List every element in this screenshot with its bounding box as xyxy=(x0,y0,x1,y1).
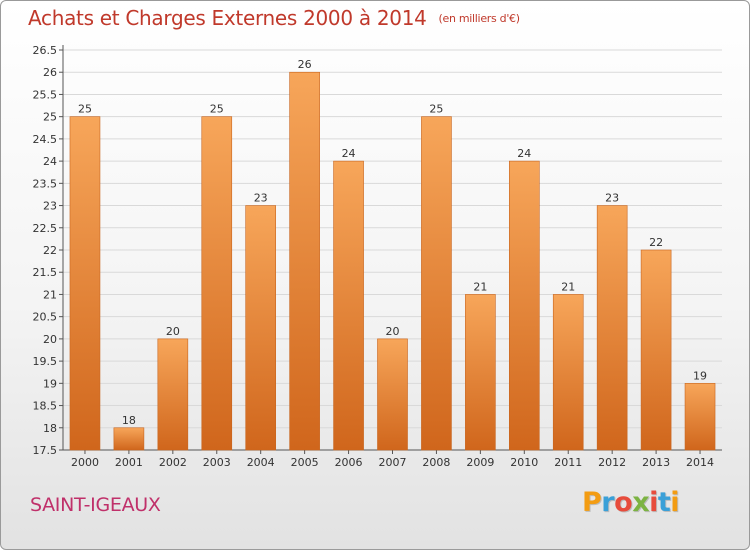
y-tick-label: 22 xyxy=(43,244,57,257)
x-tick-label: 2006 xyxy=(335,456,363,469)
y-tick-label: 19 xyxy=(43,377,57,390)
bar-2002 xyxy=(157,338,189,451)
bar-value-label: 23 xyxy=(605,192,619,205)
bar-value-label: 25 xyxy=(210,103,224,116)
x-tick-label: 2014 xyxy=(686,456,714,469)
bar-2005 xyxy=(289,71,320,451)
x-tick-label: 2001 xyxy=(115,456,143,469)
bar-2009 xyxy=(465,294,496,451)
bar-value-label: 24 xyxy=(342,147,356,160)
y-tick-label: 25 xyxy=(43,111,57,124)
bar-2000 xyxy=(69,116,101,451)
y-tick-label: 24.5 xyxy=(33,133,58,146)
x-tick-label: 2000 xyxy=(71,456,99,469)
logo-letter: i xyxy=(670,487,680,518)
bar-value-label: 23 xyxy=(254,192,268,205)
bar-value-label: 26 xyxy=(298,58,312,71)
x-tick-label: 2003 xyxy=(203,456,231,469)
y-tick-label: 25.5 xyxy=(33,88,58,101)
logo-letter: P xyxy=(582,487,602,518)
axes: 17.5 18 18.5 19 19.5 20 20.5 21 21.5 22 22.5 23 23.5… xyxy=(33,44,722,469)
y-tick-label: 17.5 xyxy=(33,444,58,457)
logo-letter: t xyxy=(657,487,671,518)
bar-value-label: 24 xyxy=(517,147,531,160)
bar-2008 xyxy=(421,116,452,451)
y-tick-label: 20 xyxy=(43,333,57,346)
logo-letter: o xyxy=(614,487,633,518)
bar-2010 xyxy=(508,160,540,451)
x-tick-label: 2002 xyxy=(159,456,187,469)
bar-value-label: 21 xyxy=(561,280,575,293)
logo-letter: x xyxy=(632,487,650,518)
y-tick-label: 21 xyxy=(43,288,57,301)
y-tick-label: 23 xyxy=(43,200,57,213)
x-tick-label: 2011 xyxy=(554,456,582,469)
x-tick-label: 2008 xyxy=(422,456,450,469)
x-tick-label: 2012 xyxy=(598,456,626,469)
commune-name: SAINT-IGEAUX xyxy=(30,494,161,516)
y-tick-label: 24 xyxy=(43,155,57,168)
bar-value-label: 20 xyxy=(386,325,400,338)
bar-value-label: 25 xyxy=(429,103,443,116)
bar-value-label: 18 xyxy=(122,414,136,427)
bar-2001 xyxy=(113,427,145,451)
logo-letter: r xyxy=(601,487,615,518)
x-tick-label: 2004 xyxy=(247,456,275,469)
bar-value-label: 22 xyxy=(649,236,663,249)
bars xyxy=(69,71,716,451)
bar-2007 xyxy=(377,338,408,451)
y-tick-label: 21.5 xyxy=(33,266,58,279)
data-labels: 25 18 20 25 23 26 24 20 25 21 24 21 23 22 19 xyxy=(78,58,707,427)
x-tick-label: 2013 xyxy=(642,456,670,469)
bar-value-label: 21 xyxy=(473,280,487,293)
bar-2013 xyxy=(640,249,672,451)
y-tick-label: 18.5 xyxy=(33,400,58,413)
x-tick-label: 2005 xyxy=(291,456,319,469)
y-tick-label: 19.5 xyxy=(33,355,58,368)
bar-value-label: 19 xyxy=(693,369,707,382)
x-tick-label: 2010 xyxy=(510,456,538,469)
proxiti-logo[interactable]: Proxiti xyxy=(582,487,680,518)
x-tick-label: 2007 xyxy=(379,456,407,469)
y-tick-label: 23.5 xyxy=(33,177,58,190)
y-tick-label: 26 xyxy=(43,66,57,79)
logo-letter: i xyxy=(649,487,658,518)
x-tick-label: 2009 xyxy=(466,456,494,469)
bar-2011 xyxy=(552,294,584,451)
y-tick-label: 20.5 xyxy=(33,311,58,324)
bar-value-label: 25 xyxy=(78,103,92,116)
bar-2012 xyxy=(596,205,628,451)
y-tick-label: 22.5 xyxy=(33,222,58,235)
title-text: Achats et Charges Externes 2000 à 2014 xyxy=(28,6,427,30)
bar-2006 xyxy=(333,160,364,451)
title-unit: (en milliers d'€) xyxy=(438,12,520,25)
y-tick-label: 18 xyxy=(43,422,57,435)
chart-title: Achats et Charges Externes 2000 à 2014 (e… xyxy=(28,6,520,30)
bar-2014 xyxy=(684,383,716,451)
bar-2004 xyxy=(245,205,276,451)
bar-value-label: 20 xyxy=(166,325,180,338)
y-tick-label: 26.5 xyxy=(33,44,58,57)
bar-2003 xyxy=(201,116,233,451)
